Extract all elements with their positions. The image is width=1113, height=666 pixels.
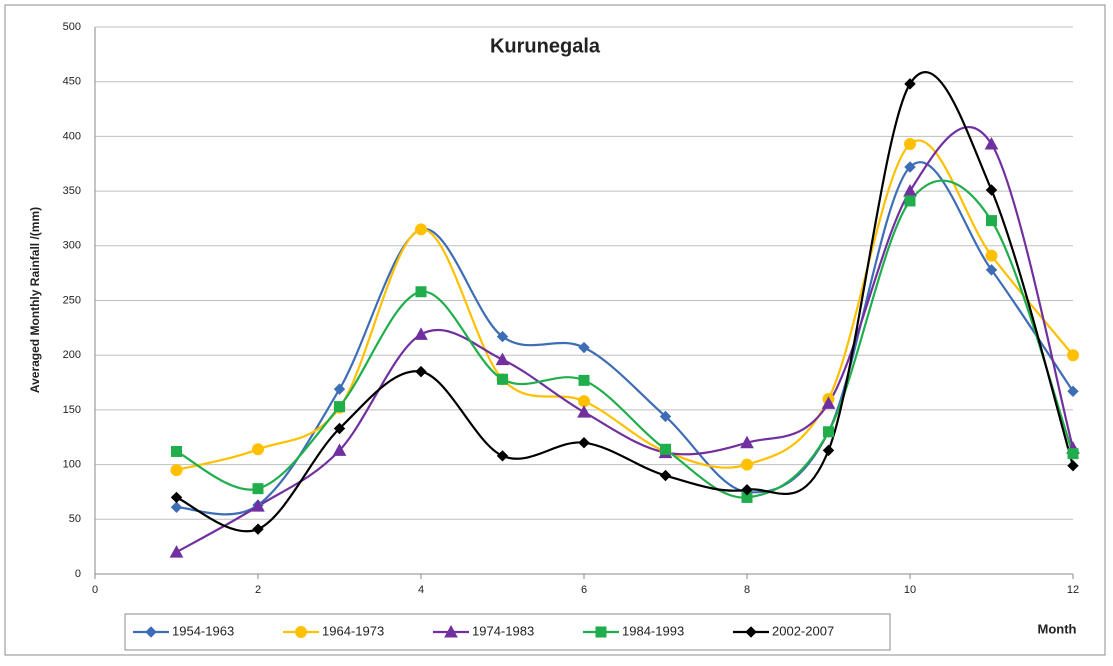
data-point (414, 327, 428, 340)
x-tick-label: 8 (744, 584, 750, 596)
data-point (985, 184, 998, 196)
data-point (822, 444, 835, 457)
data-point (415, 365, 427, 378)
data-point (741, 484, 753, 496)
data-point (578, 395, 590, 408)
y-tick-label: 450 (63, 76, 81, 88)
y-tick-label: 200 (63, 349, 81, 361)
legend-marker (745, 626, 757, 638)
data-point (823, 426, 834, 438)
data-point (251, 499, 265, 512)
y-tick-label: 400 (63, 130, 81, 142)
data-point (659, 469, 672, 482)
chart-title: Kurunegala (490, 35, 601, 57)
data-point (170, 501, 183, 513)
data-point (821, 396, 836, 409)
data-point (252, 523, 264, 535)
data-point (660, 443, 671, 455)
data-point (415, 223, 427, 236)
data-point (740, 435, 754, 449)
data-point (904, 78, 916, 90)
data-point (904, 195, 916, 207)
data-point (1067, 385, 1079, 398)
data-point (578, 437, 590, 449)
data-point (171, 445, 182, 457)
data-point (170, 464, 183, 477)
data-point (495, 352, 510, 366)
legend-label: 1984-1993 (622, 623, 684, 638)
legend-marker (444, 624, 458, 638)
data-point (577, 405, 591, 418)
y-tick-label: 350 (63, 185, 81, 197)
data-point (415, 286, 427, 298)
data-point (333, 422, 346, 435)
data-point (1067, 349, 1079, 362)
data-point (659, 410, 672, 423)
data-point (984, 137, 999, 150)
data-point (904, 138, 916, 151)
legend-marker (595, 626, 607, 638)
data-point (741, 458, 753, 471)
data-point (170, 491, 183, 504)
data-point (252, 483, 264, 495)
data-point (497, 373, 508, 385)
x-tick-label: 4 (418, 584, 424, 596)
data-point (578, 341, 590, 354)
data-point (578, 374, 590, 386)
data-point (169, 545, 184, 558)
y-tick-label: 300 (63, 240, 81, 252)
data-point (496, 450, 509, 462)
legend-marker (145, 626, 157, 638)
x-tick-label: 10 (904, 584, 916, 596)
legend-label: 1954-1963 (172, 623, 234, 638)
y-tick-label: 250 (63, 294, 81, 306)
data-point (986, 215, 997, 227)
data-point (333, 383, 346, 395)
x-tick-label: 12 (1067, 584, 1079, 596)
y-axis-label: Averaged Monthly Rainfall /(mm) (28, 207, 42, 393)
data-point (985, 264, 998, 276)
y-tick-label: 0 (75, 568, 81, 580)
x-tick-label: 6 (581, 584, 587, 596)
data-point (1067, 448, 1079, 460)
legend-label: 1964-1973 (322, 623, 384, 638)
y-tick-label: 100 (63, 459, 81, 471)
y-tick-label: 150 (63, 404, 81, 416)
data-point (904, 161, 916, 173)
x-tick-label: 2 (255, 584, 261, 596)
data-point (985, 249, 998, 262)
data-point (496, 330, 509, 343)
y-tick-label: 500 (63, 21, 81, 33)
data-point (1067, 459, 1079, 472)
legend-label: 1974-1983 (472, 623, 534, 638)
y-tick-label: 50 (69, 513, 81, 525)
legend-marker (295, 626, 307, 638)
data-point (252, 443, 264, 456)
legend-label: 2002-2007 (772, 623, 834, 638)
data-point (334, 401, 345, 413)
x-axis-label: Month (1038, 621, 1077, 636)
data-point (332, 443, 347, 456)
x-tick-label: 0 (92, 584, 98, 596)
